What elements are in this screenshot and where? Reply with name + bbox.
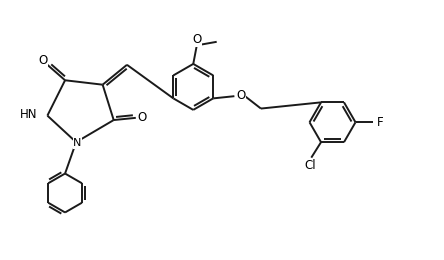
- Text: O: O: [193, 33, 202, 46]
- Text: F: F: [377, 116, 383, 129]
- Text: Cl: Cl: [305, 159, 316, 172]
- Text: O: O: [138, 111, 147, 124]
- Text: O: O: [236, 89, 245, 102]
- Text: N: N: [73, 138, 82, 148]
- Text: HN: HN: [20, 108, 38, 121]
- Text: O: O: [38, 54, 48, 67]
